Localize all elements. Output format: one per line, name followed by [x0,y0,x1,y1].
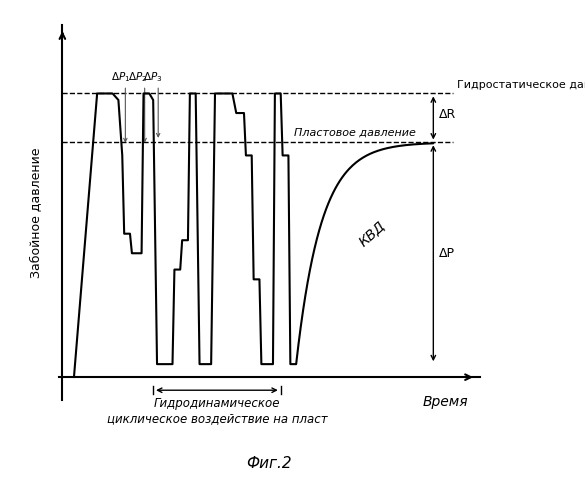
Text: Пластовое давление: Пластовое давление [294,128,416,138]
Text: Забойное давление: Забойное давление [29,147,42,278]
Text: Гидродинамическое
циклическое воздействие на пласт: Гидродинамическое циклическое воздействи… [106,398,327,425]
Text: Время: Время [422,395,468,409]
Text: Гидростатическое давление на: Гидростатическое давление на [456,80,585,90]
Text: $\Delta P_2$: $\Delta P_2$ [128,70,147,84]
Text: ΔR: ΔR [439,108,456,121]
Text: ΔP: ΔP [439,247,455,260]
Text: $\Delta P_3$: $\Delta P_3$ [143,70,163,84]
Text: $\Delta P_1$: $\Delta P_1$ [111,70,131,84]
Text: Фиг.2: Фиг.2 [246,456,292,471]
Text: КВД: КВД [356,218,387,249]
